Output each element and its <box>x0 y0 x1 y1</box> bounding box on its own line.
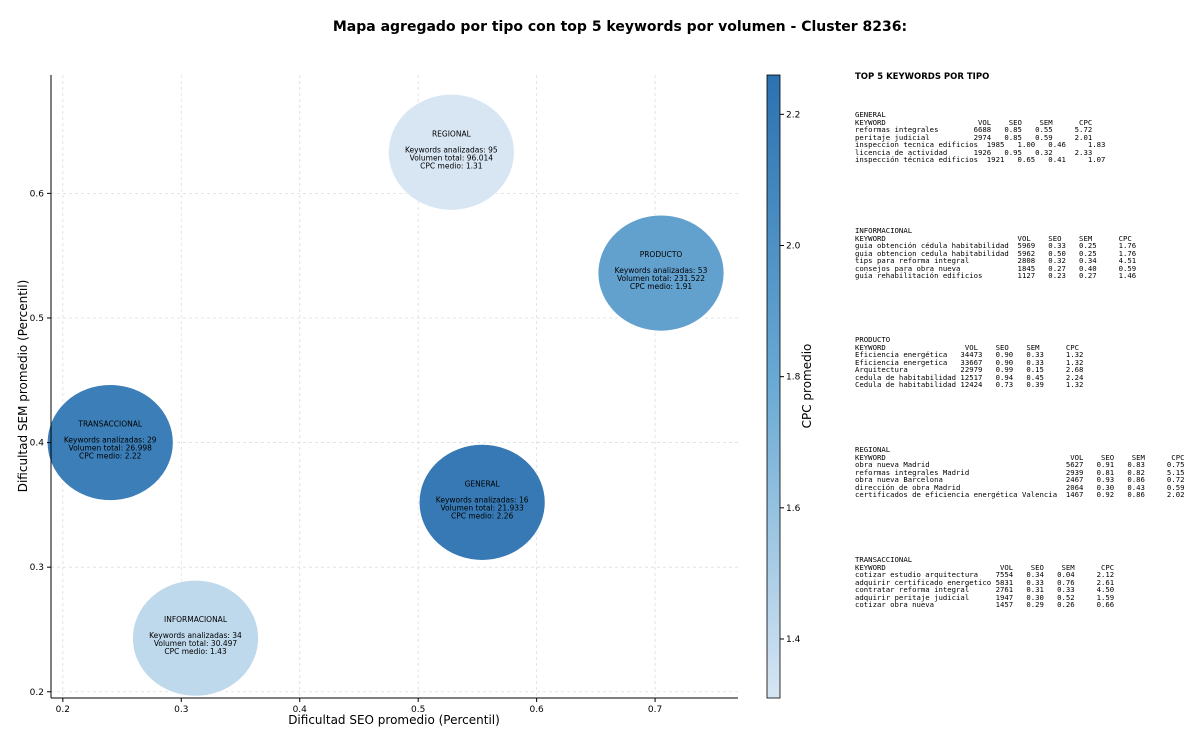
bubble-label-line1: Keywords analizadas: 29 <box>64 436 157 445</box>
x-tick-label: 0.2 <box>56 705 70 715</box>
bubble-label-line1: Keywords analizadas: 34 <box>149 631 242 640</box>
y-tick-label: 0.5 <box>30 314 44 324</box>
bubble-circle <box>597 214 725 332</box>
bubble-circle <box>132 579 259 697</box>
colorbar-tick-label: 1.6 <box>786 504 801 514</box>
bubble-circle <box>418 443 546 561</box>
x-tick-label: 0.7 <box>648 705 662 715</box>
bubble-label-name: REGIONAL <box>432 129 472 138</box>
bubble-label-line1: Keywords analizadas: 53 <box>615 266 708 275</box>
x-tick-label: 0.6 <box>529 705 544 715</box>
bubble-label-line2: Volumen total: 96.014 <box>410 153 494 162</box>
keyword-tables-panel: TOP 5 KEYWORDS POR TIPO GENERAL KEYWORD … <box>855 72 1195 609</box>
bubble-label-name: TRANSACCIONAL <box>77 420 142 429</box>
colorbar-tick-label: 1.8 <box>786 373 801 383</box>
bubble-circle <box>387 93 515 211</box>
keyword-table-regional-text: REGIONAL KEYWORD VOL SEO SEM CPC obra nu… <box>855 445 1185 499</box>
bubble-label-line3: CPC medio: 1.31 <box>420 161 483 170</box>
x-tick-label: 0.4 <box>293 705 308 715</box>
bubble-label-line1: Keywords analizadas: 16 <box>436 495 529 504</box>
colorbar-tick-label: 2.2 <box>786 110 800 120</box>
colorbar-tick-label: 1.4 <box>786 635 801 645</box>
colorbar: 1.4 1.6 1.8 2.0 2.2 CPC promedio <box>766 74 814 699</box>
grid <box>51 75 738 698</box>
bubble-label-line1: Keywords analizadas: 95 <box>405 145 498 154</box>
bubble-label-name: GENERAL <box>465 479 501 488</box>
keyword-table-transaccional-text: TRANSACCIONAL KEYWORD VOL SEO SEM CPC co… <box>855 555 1115 609</box>
bubble-label-line2: Volumen total: 26.998 <box>69 444 153 453</box>
bubble-label-line3: CPC medio: 1.91 <box>630 282 693 291</box>
keyword-table-transaccional: TRANSACCIONAL KEYWORD VOL SEO SEM CPC co… <box>855 556 1195 609</box>
bubble-label-line3: CPC medio: 2.26 <box>451 511 514 520</box>
keyword-table-general-text: GENERAL KEYWORD VOL SEO SEM CPC reformas… <box>855 110 1106 164</box>
keyword-table-general: GENERAL KEYWORD VOL SEO SEM CPC reformas… <box>855 111 1195 227</box>
y-tick-label: 0.4 <box>30 439 45 449</box>
keyword-table-informacional: INFORMACIONAL KEYWORD VOL SEO SEM CPC gu… <box>855 227 1195 336</box>
axes <box>50 75 738 699</box>
y-tick-label: 0.6 <box>30 189 45 199</box>
keyword-table-producto-text: PRODUCTO KEYWORD VOL SEO SEM CPC Eficien… <box>855 335 1084 389</box>
x-ticks: 0.2 0.3 0.4 0.5 0.6 0.7 <box>56 698 662 715</box>
keyword-table-regional: REGIONAL KEYWORD VOL SEO SEM CPC obra nu… <box>855 446 1195 556</box>
keyword-table-producto: PRODUCTO KEYWORD VOL SEO SEM CPC Eficien… <box>855 336 1195 446</box>
bubble-label-line3: CPC medio: 2.22 <box>79 452 142 461</box>
bubble-label-name: PRODUCTO <box>640 250 683 259</box>
colorbar-tick-label: 2.0 <box>786 242 801 252</box>
bubble-label-line2: Volumen total: 30.497 <box>154 639 238 648</box>
keyword-table-informacional-text: INFORMACIONAL KEYWORD VOL SEO SEM CPC gu… <box>855 226 1137 280</box>
bubble-label-name: INFORMACIONAL <box>164 615 228 624</box>
keyword-tables-title: TOP 5 KEYWORDS POR TIPO <box>855 72 990 82</box>
y-tick-label: 0.3 <box>30 563 44 573</box>
chart-title: Mapa agregado por tipo con top 5 keyword… <box>333 19 907 35</box>
x-tick-label: 0.5 <box>411 705 425 715</box>
colorbar-ticks: 1.4 1.6 1.8 2.0 2.2 <box>780 110 801 645</box>
bubble-transaccional: TRANSACCIONAL Keywords analizadas: 29Volu… <box>46 384 174 501</box>
bubble-label-line3: CPC medio: 1.43 <box>164 647 227 656</box>
bubble-label-line2: Volumen total: 21.933 <box>440 503 524 512</box>
colorbar-label: CPC promedio <box>800 344 814 429</box>
x-tick-label: 0.3 <box>174 705 188 715</box>
y-tick-label: 0.2 <box>30 688 44 698</box>
x-axis-label: Dificultad SEO promedio (Percentil) <box>288 713 500 727</box>
bubble-informacional: INFORMACIONAL Keywords analizadas: 34Volu… <box>132 579 259 697</box>
y-axis-label: Dificultad SEM promedio (Percentil) <box>16 280 30 493</box>
y-ticks: 0.2 0.3 0.4 0.5 0.6 <box>30 189 51 698</box>
bubble-label-line2: Volumen total: 231.522 <box>617 274 705 283</box>
colorbar-gradient <box>766 74 781 699</box>
